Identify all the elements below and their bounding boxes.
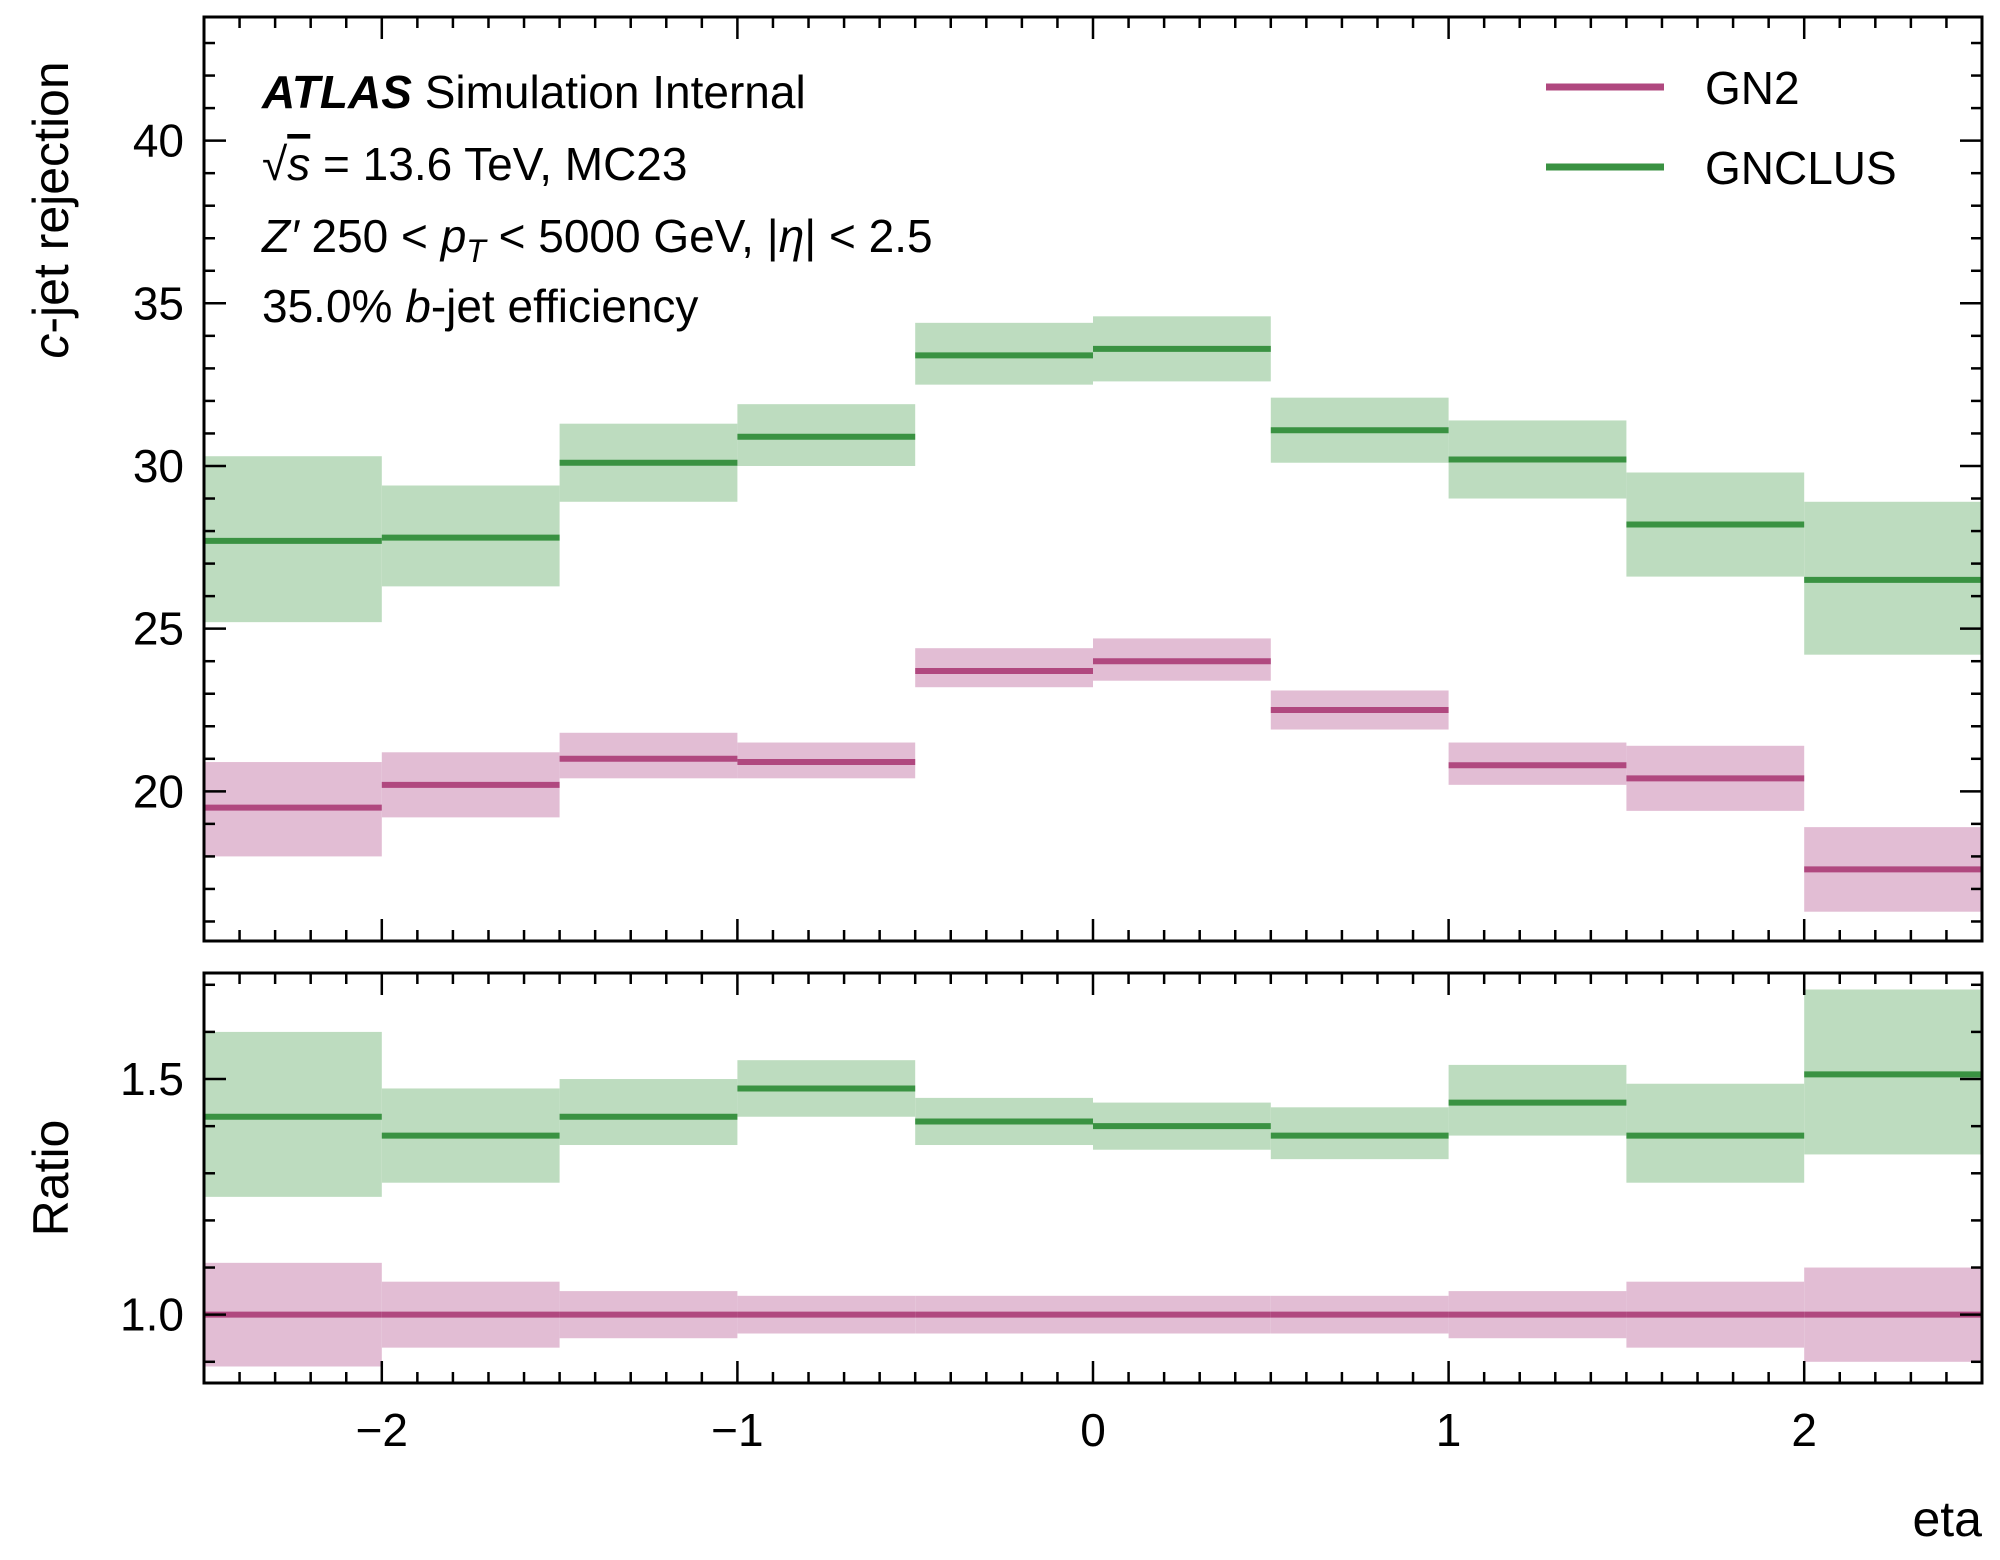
svg-text:ATLAS Simulation Internal: ATLAS Simulation Internal bbox=[261, 66, 806, 118]
legend: GN2 GNCLUS bbox=[1546, 62, 1897, 194]
top-y-axis-title: c-jet rejection bbox=[23, 61, 79, 358]
x-tick-label: 0 bbox=[1080, 1404, 1106, 1456]
top-band-gn2-bin-4 bbox=[915, 648, 1093, 688]
x-tick-label: 1 bbox=[1436, 1404, 1462, 1456]
ratio-y-tick-label: 1.5 bbox=[120, 1053, 184, 1105]
ratio-y-axis-title: Ratio bbox=[23, 1120, 79, 1237]
atlas-simulation-internal: Simulation Internal bbox=[425, 66, 806, 118]
top-panel-frame bbox=[202, 15, 1984, 943]
legend-label-gn2: GN2 bbox=[1705, 62, 1800, 114]
x-tick-label: −2 bbox=[356, 1404, 408, 1456]
top-band-gn2-bin-2 bbox=[559, 732, 738, 779]
x-axis-title: eta bbox=[1912, 1491, 1982, 1547]
top-series-lines bbox=[204, 345, 1982, 873]
top-y-tick-label: 40 bbox=[133, 115, 184, 167]
axis-ticks bbox=[202, 17, 1984, 1383]
top-y-tick-label: 35 bbox=[133, 277, 184, 329]
atlas-annotation: ATLAS Simulation Internal √s = 13.6 TeV,… bbox=[261, 66, 933, 332]
annotation-efficiency: 35.0% b-jet efficiency bbox=[262, 280, 698, 332]
atlas-brand: ATLAS bbox=[261, 66, 412, 118]
ratio-y-tick-label: 1.0 bbox=[120, 1289, 184, 1341]
annotation-energy: √s = 13.6 TeV, MC23 bbox=[262, 138, 687, 190]
x-tick-label: −1 bbox=[711, 1404, 763, 1456]
ratio-band-gnclus-bin-2 bbox=[559, 1079, 738, 1146]
ratio-error-bands bbox=[204, 989, 1982, 1367]
tick-labels: −2 −1 0 1 2 20 25 30 35 40 1.0 1.5 bbox=[120, 115, 1817, 1456]
x-tick-label: 2 bbox=[1791, 1404, 1817, 1456]
top-y-tick-label: 25 bbox=[133, 603, 184, 655]
top-y-tick-label: 20 bbox=[133, 765, 184, 817]
top-y-tick-label: 30 bbox=[133, 440, 184, 492]
ratio-series-lines bbox=[204, 1071, 1982, 1318]
annotation-kinematics: Z′ 250 < pT < 5000 GeV, |η| < 2.5 bbox=[261, 210, 933, 269]
ratio-panel-frame bbox=[202, 971, 1984, 1385]
legend-label-gnclus: GNCLUS bbox=[1705, 142, 1897, 194]
top-error-bands bbox=[204, 316, 1982, 912]
